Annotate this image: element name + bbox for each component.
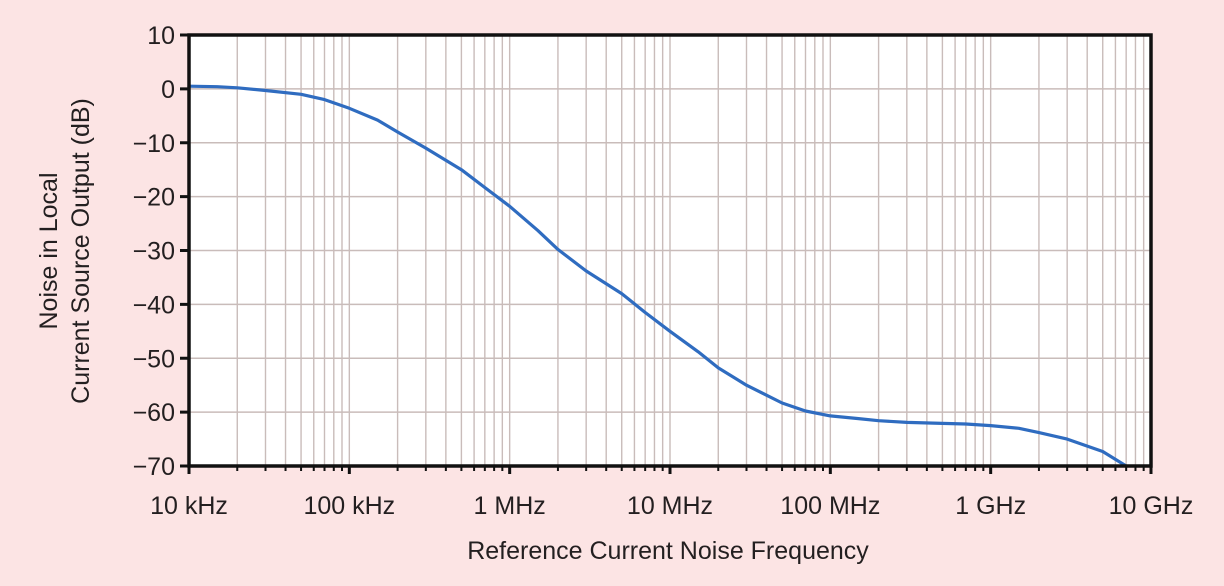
x-tick-label: 1 MHz bbox=[474, 492, 546, 520]
y-axis-ticks bbox=[180, 33, 189, 468]
series-layer bbox=[187, 84, 1128, 468]
y-axis-tick-labels: 10 0 −10 −20 −30 −40 −50 −60 −70 bbox=[133, 22, 175, 481]
x-axis-tick-labels: 10 kHz 100 kHz 1 MHz 10 MHz 100 MHz 1 GHz 10 G… bbox=[150, 492, 1193, 520]
y-tick-label: −70 bbox=[133, 453, 175, 481]
data-series-line bbox=[187, 84, 1128, 468]
x-tick-label: 10 MHz bbox=[627, 492, 713, 520]
x-tick-label: 10 GHz bbox=[1109, 492, 1194, 520]
y-tick-label: 10 bbox=[147, 22, 175, 50]
x-axis-ticks bbox=[187, 466, 1153, 474]
x-tick-label: 1 GHz bbox=[955, 492, 1026, 520]
y-axis-label-line-1: Noise in Local bbox=[35, 172, 63, 329]
y-axis-label-line-2: Current Source Output (dB) bbox=[67, 98, 95, 404]
y-tick-label: −50 bbox=[133, 345, 175, 373]
y-tick-label: −40 bbox=[133, 291, 175, 319]
major-gridlines bbox=[188, 34, 1152, 467]
y-tick-label: −30 bbox=[133, 238, 175, 266]
y-tick-label: −60 bbox=[133, 399, 175, 427]
y-tick-label: −20 bbox=[133, 184, 175, 212]
y-axis-label: Noise in Local Current Source Output (dB… bbox=[35, 98, 95, 404]
x-tick-label: 100 kHz bbox=[303, 492, 395, 520]
y-tick-label: 0 bbox=[161, 76, 175, 104]
x-tick-label: 10 kHz bbox=[150, 492, 228, 520]
x-tick-label: 100 MHz bbox=[780, 492, 880, 520]
y-tick-label: −10 bbox=[133, 130, 175, 158]
x-axis-label: Reference Current Noise Frequency bbox=[467, 537, 869, 565]
